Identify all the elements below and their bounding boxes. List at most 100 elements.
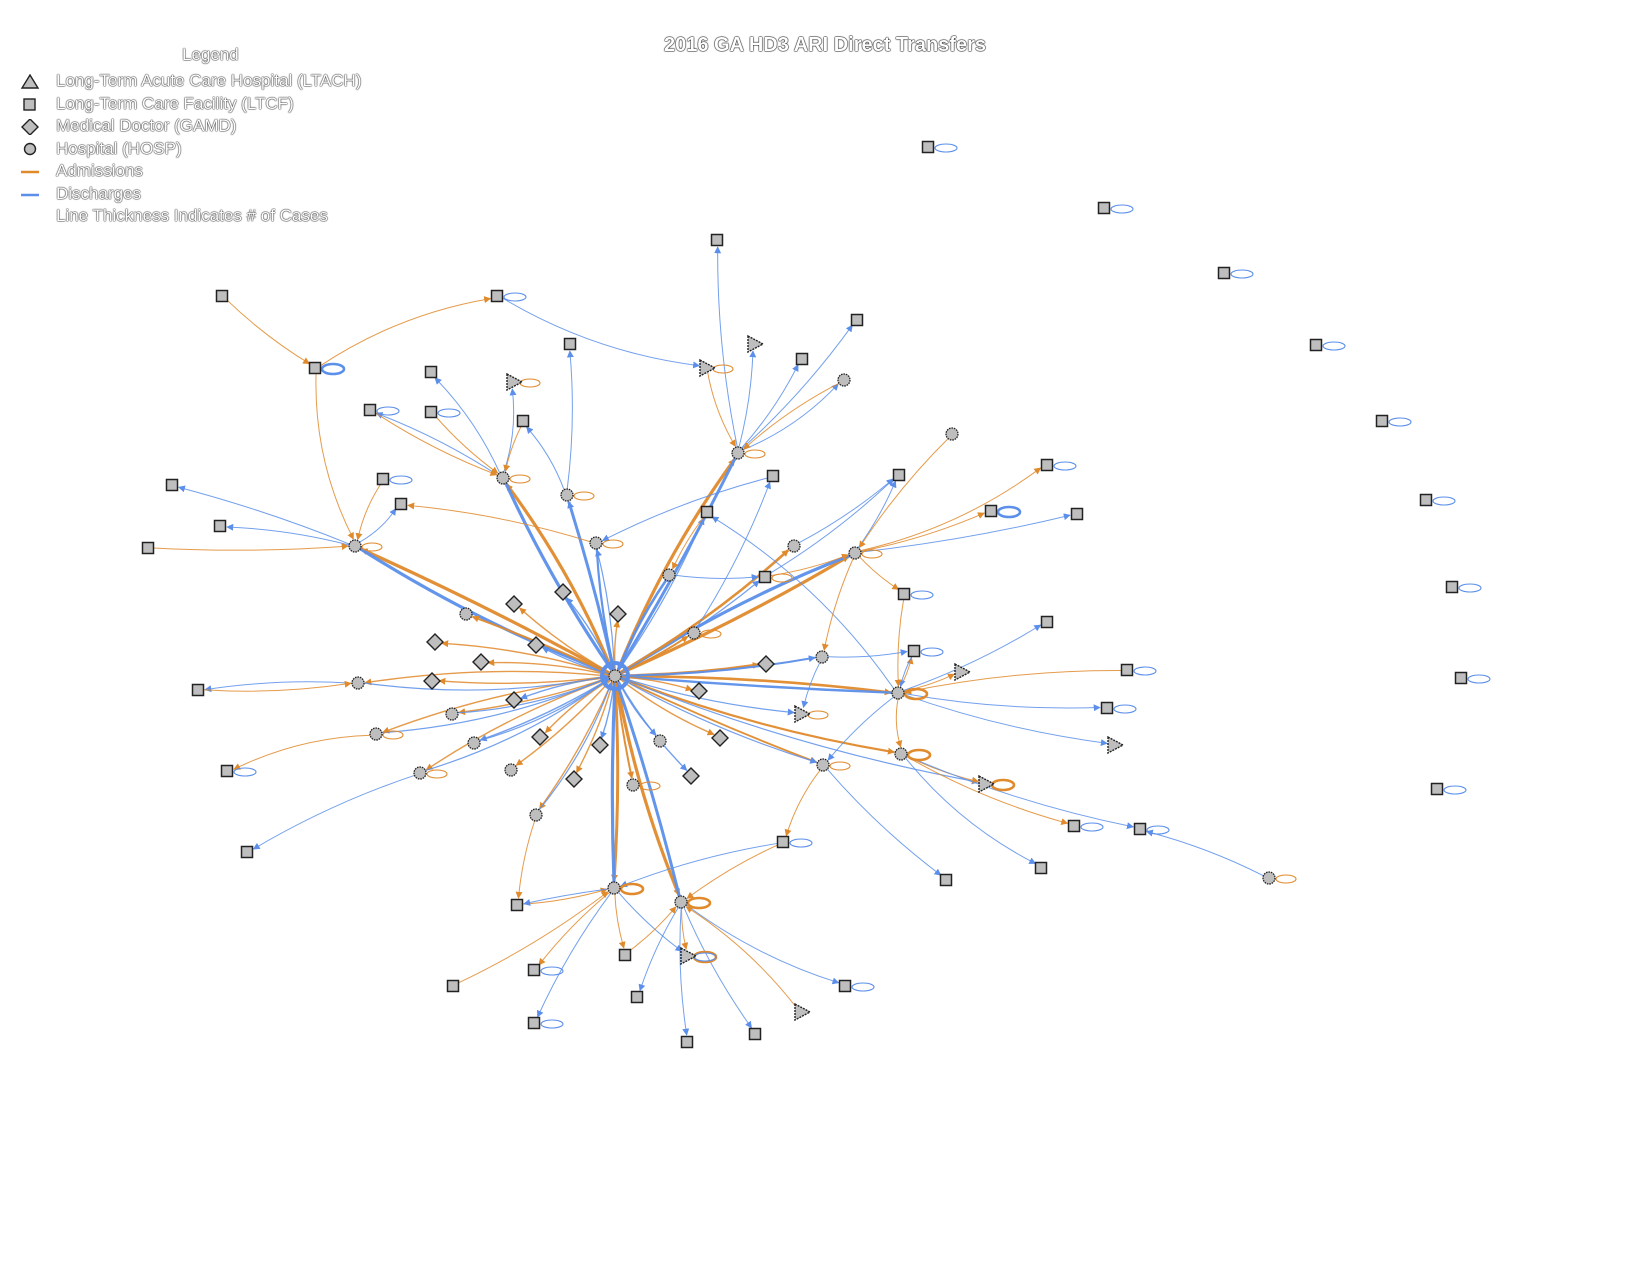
gamd-node xyxy=(609,605,627,623)
ltcf-node xyxy=(424,405,438,419)
transfer-edge xyxy=(619,674,892,696)
ltcf-node xyxy=(1445,580,1459,594)
self-loop xyxy=(700,629,722,639)
transfer-edge xyxy=(619,677,818,764)
transfer-edge xyxy=(826,649,908,658)
transfer-edge xyxy=(619,676,979,785)
self-loop xyxy=(744,449,766,459)
self-loop xyxy=(509,474,531,484)
transfer-edge xyxy=(434,377,501,475)
transfer-edge xyxy=(375,412,499,477)
hospital-node xyxy=(369,727,383,741)
transfer-edge xyxy=(595,547,616,670)
gamd-node xyxy=(554,583,572,601)
transfer-edge xyxy=(538,891,611,966)
self-loop xyxy=(1432,496,1456,506)
self-loop xyxy=(851,982,875,992)
transfer-edge xyxy=(380,676,609,734)
gamd-node xyxy=(527,636,545,654)
hospital-node xyxy=(815,650,829,664)
self-loop xyxy=(376,406,400,416)
hospital-node xyxy=(891,686,905,700)
transfer-edge xyxy=(904,756,1037,865)
transfer-edge xyxy=(226,523,351,546)
transfer-edge xyxy=(827,696,895,761)
self-loop xyxy=(320,362,346,376)
self-loop xyxy=(619,882,645,896)
self-loop xyxy=(686,896,712,910)
legend-label: Line Thickness Indicates # of Cases xyxy=(56,206,328,225)
transfer-edge xyxy=(600,680,615,739)
self-loop xyxy=(910,590,934,600)
ltcf-node xyxy=(1375,414,1389,428)
transfer-edge xyxy=(616,517,705,672)
self-loop xyxy=(602,539,624,549)
ltcf-node xyxy=(490,289,504,303)
ltcf-node xyxy=(220,764,234,778)
self-loop xyxy=(712,364,734,374)
transfer-edge xyxy=(894,598,905,687)
self-loop xyxy=(1080,822,1104,832)
transfer-edge xyxy=(362,673,609,691)
self-loop xyxy=(861,549,883,559)
chart-title: 2016 GA HD3 ARI Direct Transfers xyxy=(664,34,986,56)
ltcf-node xyxy=(1419,493,1433,507)
legend-item-admissions: Admissions xyxy=(20,160,420,183)
transfer-edge xyxy=(601,477,769,541)
transfer-edge xyxy=(821,557,854,652)
self-loop xyxy=(1133,666,1157,676)
transfer-edge xyxy=(638,906,680,992)
transfer-edge xyxy=(458,676,611,716)
self-loop xyxy=(1443,785,1467,795)
ltcf-node xyxy=(191,683,205,697)
transfer-edge xyxy=(536,892,612,1018)
hospital-node xyxy=(662,568,676,582)
self-loop xyxy=(934,143,958,153)
transfer-edge xyxy=(619,676,795,716)
transfer-edge xyxy=(619,676,895,755)
transfer-edge xyxy=(768,478,894,575)
self-loop xyxy=(990,778,1016,792)
transfer-edge xyxy=(614,892,626,949)
ltcf-node xyxy=(394,497,408,511)
transfer-edge xyxy=(628,906,677,952)
transfer-edge xyxy=(615,682,682,898)
hospital-node xyxy=(731,446,745,460)
legend-title: Legend xyxy=(182,45,239,64)
hospital-node xyxy=(467,736,481,750)
transfer-edge xyxy=(424,678,610,772)
hospital-node xyxy=(459,607,473,621)
transfer-edge xyxy=(315,372,354,540)
ltcf-node xyxy=(1097,201,1111,215)
transfer-edge xyxy=(685,903,840,985)
legend-item-hosp: Hospital (HOSP) xyxy=(20,138,420,161)
transfer-edge xyxy=(358,508,397,544)
transfer-edge xyxy=(501,297,701,369)
ltcf-node xyxy=(1040,458,1054,472)
transfer-edge xyxy=(505,483,615,673)
transfer-edge xyxy=(673,573,759,581)
transfer-edge xyxy=(504,481,613,671)
ltcf-node xyxy=(1430,782,1444,796)
ltcf-node xyxy=(776,835,790,849)
self-loop xyxy=(573,491,595,501)
legend-label: Discharges xyxy=(56,183,142,203)
gamd-node xyxy=(531,728,549,746)
transfer-edge xyxy=(364,670,611,686)
ltcf-node xyxy=(213,519,227,533)
gamd-node xyxy=(505,691,523,709)
ltcf-node xyxy=(165,478,179,492)
gamd-node xyxy=(690,682,708,700)
transfer-edge xyxy=(252,774,416,850)
transfer-edge xyxy=(619,655,816,677)
hospital-node xyxy=(607,881,621,895)
legend-item-discharges: Discharges xyxy=(20,183,420,206)
transfer-edge xyxy=(740,364,799,450)
transfer-edge xyxy=(177,485,351,545)
gamd-node xyxy=(505,595,523,613)
self-loop xyxy=(1467,674,1491,684)
hospital-node xyxy=(560,488,574,502)
hospital-node xyxy=(496,471,510,485)
ltcf-node xyxy=(766,469,780,483)
ltcf-node xyxy=(1070,507,1084,521)
